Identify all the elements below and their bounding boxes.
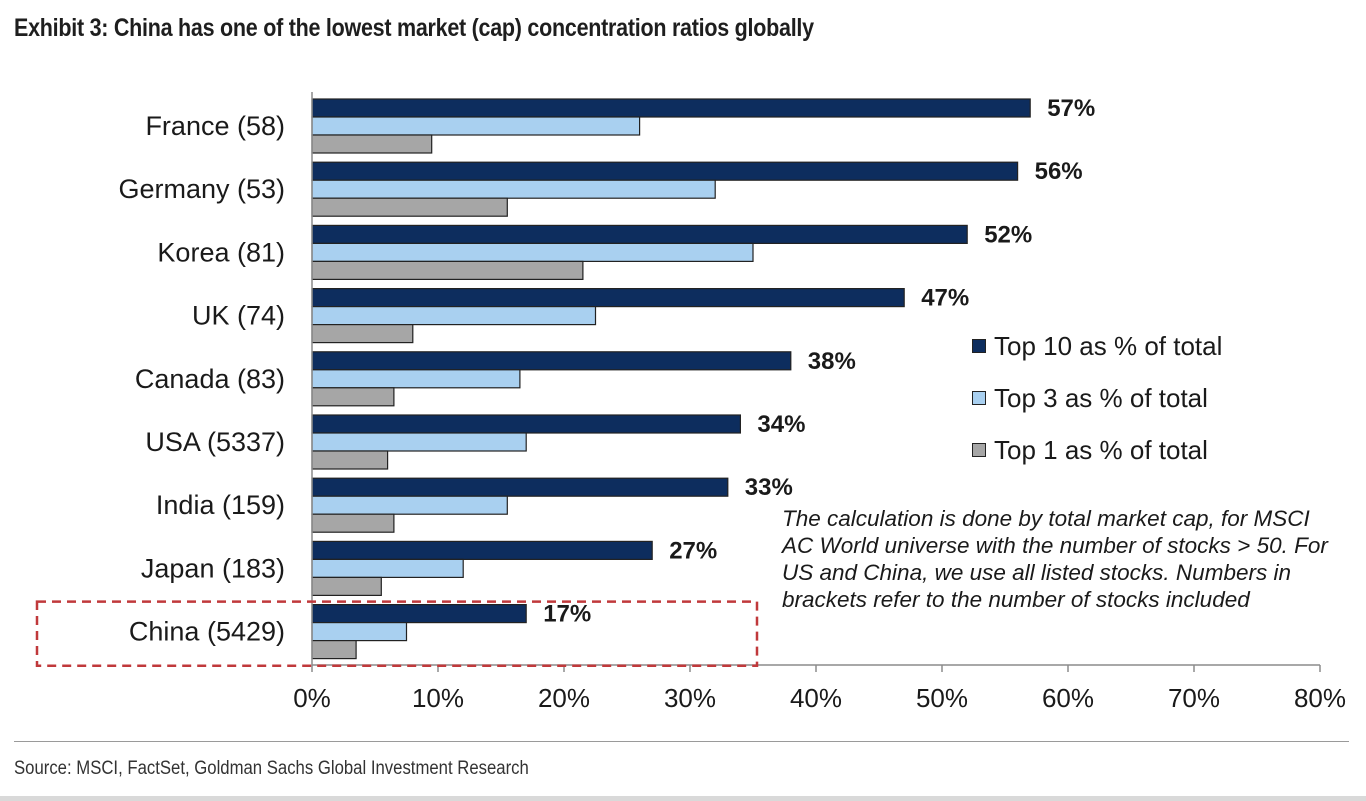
- data-label: 33%: [745, 474, 793, 501]
- data-label: 27%: [669, 537, 717, 564]
- legend-swatch-top10: [972, 339, 986, 353]
- bar-chart: France (58) 57% Germany (53) 56% Korea (81) 5…: [35, 92, 1346, 713]
- data-label: 56%: [1035, 158, 1083, 185]
- legend-label-top3: Top 3 as % of total: [994, 382, 1208, 413]
- source-note: Source: MSCI, FactSet, Goldman Sachs Glo…: [14, 758, 529, 779]
- chart-title: Exhibit 3: China has one of the lowest m…: [14, 14, 814, 42]
- data-label: 47%: [921, 285, 969, 312]
- x-tick-label: 0%: [293, 683, 331, 713]
- bar-top1: [311, 639, 357, 660]
- category-label: Japan (183): [141, 553, 285, 583]
- bar-top1: [311, 576, 382, 597]
- bar-top3: [311, 369, 521, 389]
- bar-top3: [311, 558, 464, 579]
- bar-top10: [311, 224, 968, 244]
- bar-top3: [311, 495, 508, 515]
- bar-top10: [311, 603, 527, 624]
- bar-top10: [311, 540, 653, 561]
- x-tick-label: 10%: [412, 683, 464, 713]
- bar-top1: [311, 134, 433, 154]
- data-label: 17%: [543, 601, 591, 628]
- data-label: 57%: [1047, 95, 1095, 122]
- bar-top1: [311, 387, 395, 407]
- data-label: 38%: [808, 348, 856, 375]
- x-tick-label: 20%: [538, 683, 590, 713]
- legend-item-top3: Top 3 as % of total: [972, 372, 1222, 424]
- legend-swatch-top3: [972, 391, 986, 405]
- bar-top1: [311, 260, 584, 280]
- category-label: Korea (81): [157, 237, 285, 267]
- bar-top3: [311, 116, 641, 136]
- legend-swatch-top1: [972, 443, 986, 457]
- category-label: France (58): [145, 111, 285, 141]
- category-label: India (159): [156, 490, 285, 520]
- bar-top1: [311, 450, 389, 470]
- x-tick-label: 40%: [790, 683, 842, 713]
- chart-legend: Top 10 as % of total Top 3 as % of total…: [972, 320, 1222, 476]
- bar-top3: [311, 621, 408, 642]
- bar-top10: [311, 477, 729, 497]
- category-label: Germany (53): [118, 174, 285, 204]
- x-tick-label: 50%: [916, 683, 968, 713]
- data-label: 34%: [757, 411, 805, 438]
- bar-top3: [311, 179, 716, 199]
- x-tick-label: 60%: [1042, 683, 1094, 713]
- bar-top1: [311, 513, 395, 533]
- category-label: UK (74): [192, 301, 285, 331]
- bottom-edge-bar: [0, 796, 1366, 801]
- bar-top10: [311, 98, 1031, 118]
- highlight-box: [35, 600, 759, 668]
- legend-label-top10: Top 10 as % of total: [994, 330, 1223, 361]
- bar-top1: [311, 197, 508, 217]
- bar-top10: [311, 161, 1019, 181]
- x-tick-label: 30%: [664, 683, 716, 713]
- bar-top1: [311, 324, 414, 344]
- bar-top10: [311, 351, 792, 371]
- bar-top10: [311, 414, 741, 434]
- data-label: 52%: [984, 221, 1032, 248]
- bar-top3: [311, 306, 597, 326]
- legend-item-top10: Top 10 as % of total: [972, 320, 1222, 372]
- x-tick-label: 80%: [1294, 683, 1346, 713]
- category-label: Canada (83): [135, 364, 285, 394]
- category-label: USA (5337): [145, 427, 285, 457]
- legend-item-top1: Top 1 as % of total: [972, 424, 1222, 476]
- x-tick-label: 70%: [1168, 683, 1220, 713]
- bar-top10: [311, 288, 905, 308]
- footer-divider: [14, 741, 1349, 742]
- bar-top3: [311, 242, 754, 262]
- legend-label-top1: Top 1 as % of total: [994, 434, 1208, 465]
- category-label: China (5429): [129, 617, 285, 647]
- methodology-note: The calculation is done by total market …: [782, 506, 1328, 612]
- bar-top3: [311, 432, 527, 452]
